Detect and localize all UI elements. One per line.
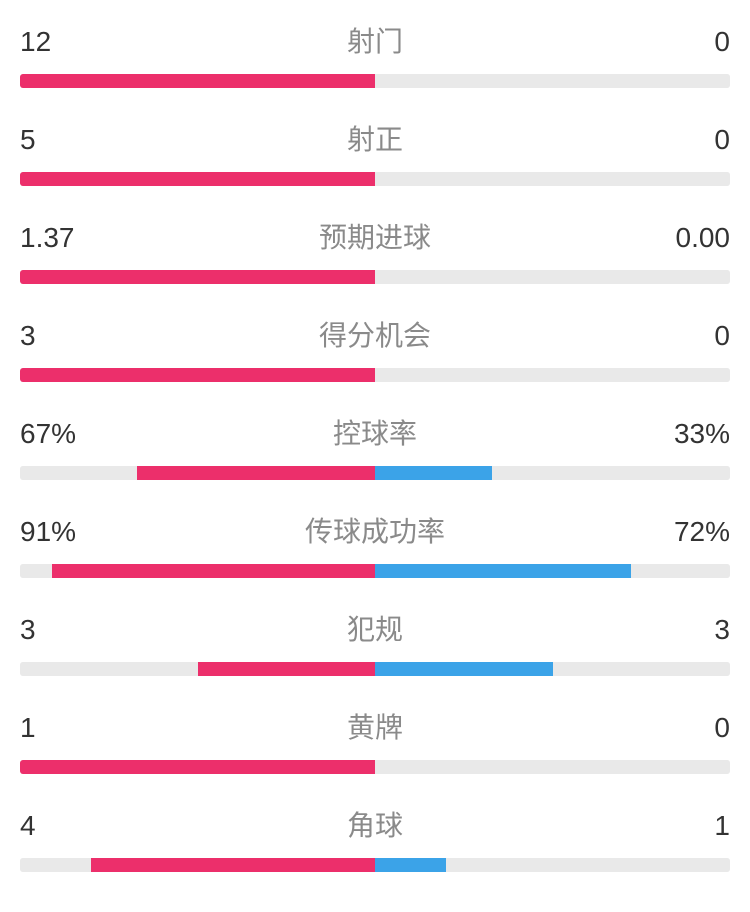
stat-bar-track xyxy=(20,858,730,872)
stat-home-value: 12 xyxy=(20,26,90,58)
stat-label: 黄牌 xyxy=(90,706,660,746)
stat-row: 3得分机会0 xyxy=(20,314,730,382)
stat-away-value: 0.00 xyxy=(660,222,730,254)
stat-bar-track xyxy=(20,270,730,284)
stat-away-value: 72% xyxy=(660,516,730,548)
stat-label: 角球 xyxy=(90,804,660,844)
stat-row: 12射门0 xyxy=(20,20,730,88)
stat-labels: 91%传球成功率72% xyxy=(20,510,730,550)
stat-bar-home-half xyxy=(20,760,375,774)
stat-labels: 3犯规3 xyxy=(20,608,730,648)
stat-bar-away-half xyxy=(375,564,730,578)
stat-home-value: 1 xyxy=(20,712,90,744)
stat-bar-home-fill xyxy=(20,368,375,382)
stat-bar-away-half xyxy=(375,858,730,872)
stat-home-value: 1.37 xyxy=(20,222,90,254)
stat-bar-away-half xyxy=(375,74,730,88)
stat-home-value: 3 xyxy=(20,320,90,352)
stat-bar-home-half xyxy=(20,270,375,284)
stat-away-value: 33% xyxy=(660,418,730,450)
stat-label: 控球率 xyxy=(90,412,660,452)
stat-label: 射门 xyxy=(90,20,660,60)
stat-bar-away-half xyxy=(375,368,730,382)
stat-row: 5射正0 xyxy=(20,118,730,186)
stat-bar-away-fill xyxy=(375,564,631,578)
stat-home-value: 3 xyxy=(20,614,90,646)
stat-labels: 5射正0 xyxy=(20,118,730,158)
stat-row: 67%控球率33% xyxy=(20,412,730,480)
stat-bar-home-half xyxy=(20,172,375,186)
stat-bar-home-fill xyxy=(20,270,375,284)
stat-home-value: 67% xyxy=(20,418,90,450)
stat-bar-away-fill xyxy=(375,858,446,872)
stat-home-value: 91% xyxy=(20,516,90,548)
stat-bar-track xyxy=(20,662,730,676)
stat-bar-track xyxy=(20,466,730,480)
stat-home-value: 5 xyxy=(20,124,90,156)
stat-row: 91%传球成功率72% xyxy=(20,510,730,578)
stat-labels: 3得分机会0 xyxy=(20,314,730,354)
stat-bar-home-fill xyxy=(91,858,375,872)
stat-label: 犯规 xyxy=(90,608,660,648)
stat-bar-home-half xyxy=(20,368,375,382)
stat-bar-track xyxy=(20,564,730,578)
stat-bar-home-half xyxy=(20,466,375,480)
stat-bar-home-half xyxy=(20,858,375,872)
stat-bar-track xyxy=(20,172,730,186)
stat-bar-away-half xyxy=(375,466,730,480)
stat-bar-home-fill xyxy=(20,760,375,774)
stat-label: 传球成功率 xyxy=(90,510,660,550)
stat-row: 3犯规3 xyxy=(20,608,730,676)
stat-bar-track xyxy=(20,760,730,774)
stat-bar-away-fill xyxy=(375,466,492,480)
stat-row: 1.37预期进球0.00 xyxy=(20,216,730,284)
stat-labels: 1.37预期进球0.00 xyxy=(20,216,730,256)
stat-labels: 4角球1 xyxy=(20,804,730,844)
stat-home-value: 4 xyxy=(20,810,90,842)
stat-labels: 1黄牌0 xyxy=(20,706,730,746)
stat-labels: 12射门0 xyxy=(20,20,730,60)
stat-bar-home-fill xyxy=(20,172,375,186)
stat-bar-track xyxy=(20,368,730,382)
stat-away-value: 0 xyxy=(660,26,730,58)
stat-bar-away-half xyxy=(375,270,730,284)
stat-bar-away-half xyxy=(375,172,730,186)
stat-bar-home-fill xyxy=(52,564,375,578)
stat-label: 预期进球 xyxy=(90,216,660,256)
stat-away-value: 0 xyxy=(660,124,730,156)
stat-bar-away-fill xyxy=(375,662,553,676)
stat-bar-home-half xyxy=(20,662,375,676)
stat-bar-home-half xyxy=(20,74,375,88)
stat-labels: 67%控球率33% xyxy=(20,412,730,452)
stat-bar-home-half xyxy=(20,564,375,578)
stat-bar-track xyxy=(20,74,730,88)
stat-label: 射正 xyxy=(90,118,660,158)
stat-bar-home-fill xyxy=(137,466,375,480)
match-stats-panel: 12射门05射正01.37预期进球0.003得分机会067%控球率33%91%传… xyxy=(20,20,730,872)
stat-row: 1黄牌0 xyxy=(20,706,730,774)
stat-bar-home-fill xyxy=(198,662,376,676)
stat-row: 4角球1 xyxy=(20,804,730,872)
stat-away-value: 3 xyxy=(660,614,730,646)
stat-away-value: 1 xyxy=(660,810,730,842)
stat-bar-away-half xyxy=(375,662,730,676)
stat-label: 得分机会 xyxy=(90,314,660,354)
stat-away-value: 0 xyxy=(660,320,730,352)
stat-away-value: 0 xyxy=(660,712,730,744)
stat-bar-home-fill xyxy=(20,74,375,88)
stat-bar-away-half xyxy=(375,760,730,774)
